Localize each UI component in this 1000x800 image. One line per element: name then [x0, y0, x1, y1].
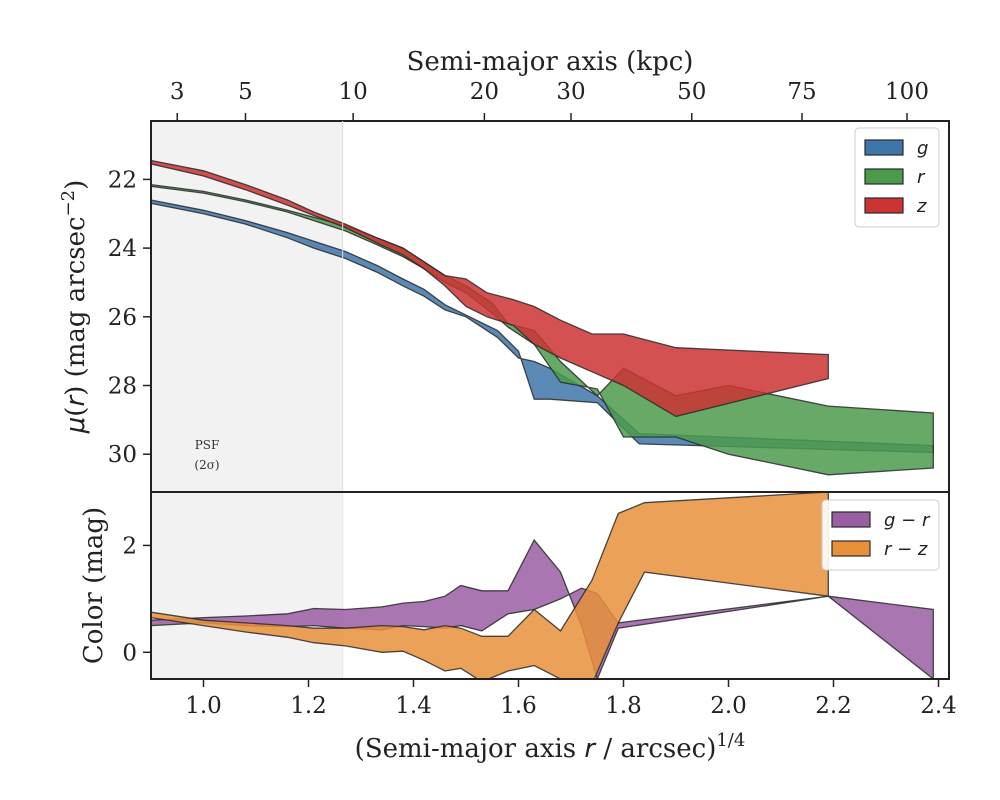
color-axis-title: Color (mag)	[79, 507, 109, 664]
color-panel: 02 1.0 1.2 1.4 1.6 1.8 2.0 2.2 2.4 g − rr − z C…	[79, 491, 957, 764]
x-tick-label: 2.4	[920, 693, 957, 719]
top-tick-label: 75	[787, 79, 816, 105]
x-tick-label: 1.8	[605, 693, 642, 719]
x-tick-label: 1.6	[500, 693, 537, 719]
band-z	[151, 159, 829, 418]
x-tick-label: 2.0	[710, 693, 747, 719]
color-y-axis-ticks: 02	[122, 533, 151, 666]
color-legend: g − r r − z	[821, 499, 940, 571]
surface-brightness-series	[151, 159, 934, 476]
top-tick-label: 20	[470, 79, 499, 105]
top-tick-label: 50	[677, 79, 706, 105]
x-tick-label: 1.4	[395, 693, 432, 719]
legend-label: g	[917, 138, 928, 159]
color-y-tick-label: 0	[122, 640, 137, 666]
psf-label: PSF	[195, 438, 220, 452]
color-panel-frame	[150, 491, 950, 680]
x-axis-ticks: 1.0 1.2 1.4 1.6 1.8 2.0 2.2 2.4	[185, 679, 957, 719]
color-series	[151, 492, 934, 679]
legend-swatch	[831, 540, 871, 557]
x-tick-label: 1.2	[290, 693, 327, 719]
top-tick-label: 100	[885, 79, 929, 105]
legend-swatch	[864, 168, 904, 185]
x-tick-label: 1.0	[185, 693, 222, 719]
band-rz	[151, 492, 829, 679]
color-y-tick-label: 2	[122, 533, 137, 559]
surface-brightness-axis-title: μ(r) (mag arcsec−2)	[58, 180, 91, 435]
y-tick-label: 30	[108, 442, 137, 468]
top-legend: grz	[854, 127, 940, 228]
legend-label: r − z	[884, 539, 928, 560]
psf-sigma-label: (2σ)	[194, 458, 219, 472]
legend-swatch	[864, 197, 904, 214]
top-tick-label: 30	[556, 79, 585, 105]
top-axis-ticks: 3 5 10 20 30 50 75 100	[170, 79, 929, 121]
x-axis-title: (Semi-major axis r / arcsec)1/4	[355, 730, 746, 764]
legend-label: z	[916, 196, 927, 217]
x-tick-label: 2.2	[815, 693, 852, 719]
y-tick-label: 24	[108, 236, 137, 262]
top-tick-label: 10	[338, 79, 367, 105]
top-tick-label: 3	[170, 79, 185, 105]
top-axis-title: Semi-major axis (kpc)	[407, 47, 694, 77]
legend-swatch	[831, 511, 871, 528]
legend-label: r	[917, 167, 926, 188]
psf-shade	[151, 121, 343, 492]
top-tick-label: 5	[238, 79, 253, 105]
psf-shade-color	[151, 492, 343, 679]
y-axis-ticks: 22 24 26 28 30	[108, 167, 151, 468]
y-tick-label: 22	[108, 167, 137, 193]
legend-label: g − r	[884, 510, 931, 531]
legend-swatch	[864, 139, 904, 156]
y-tick-label: 26	[108, 305, 137, 331]
y-tick-label: 28	[108, 374, 137, 400]
